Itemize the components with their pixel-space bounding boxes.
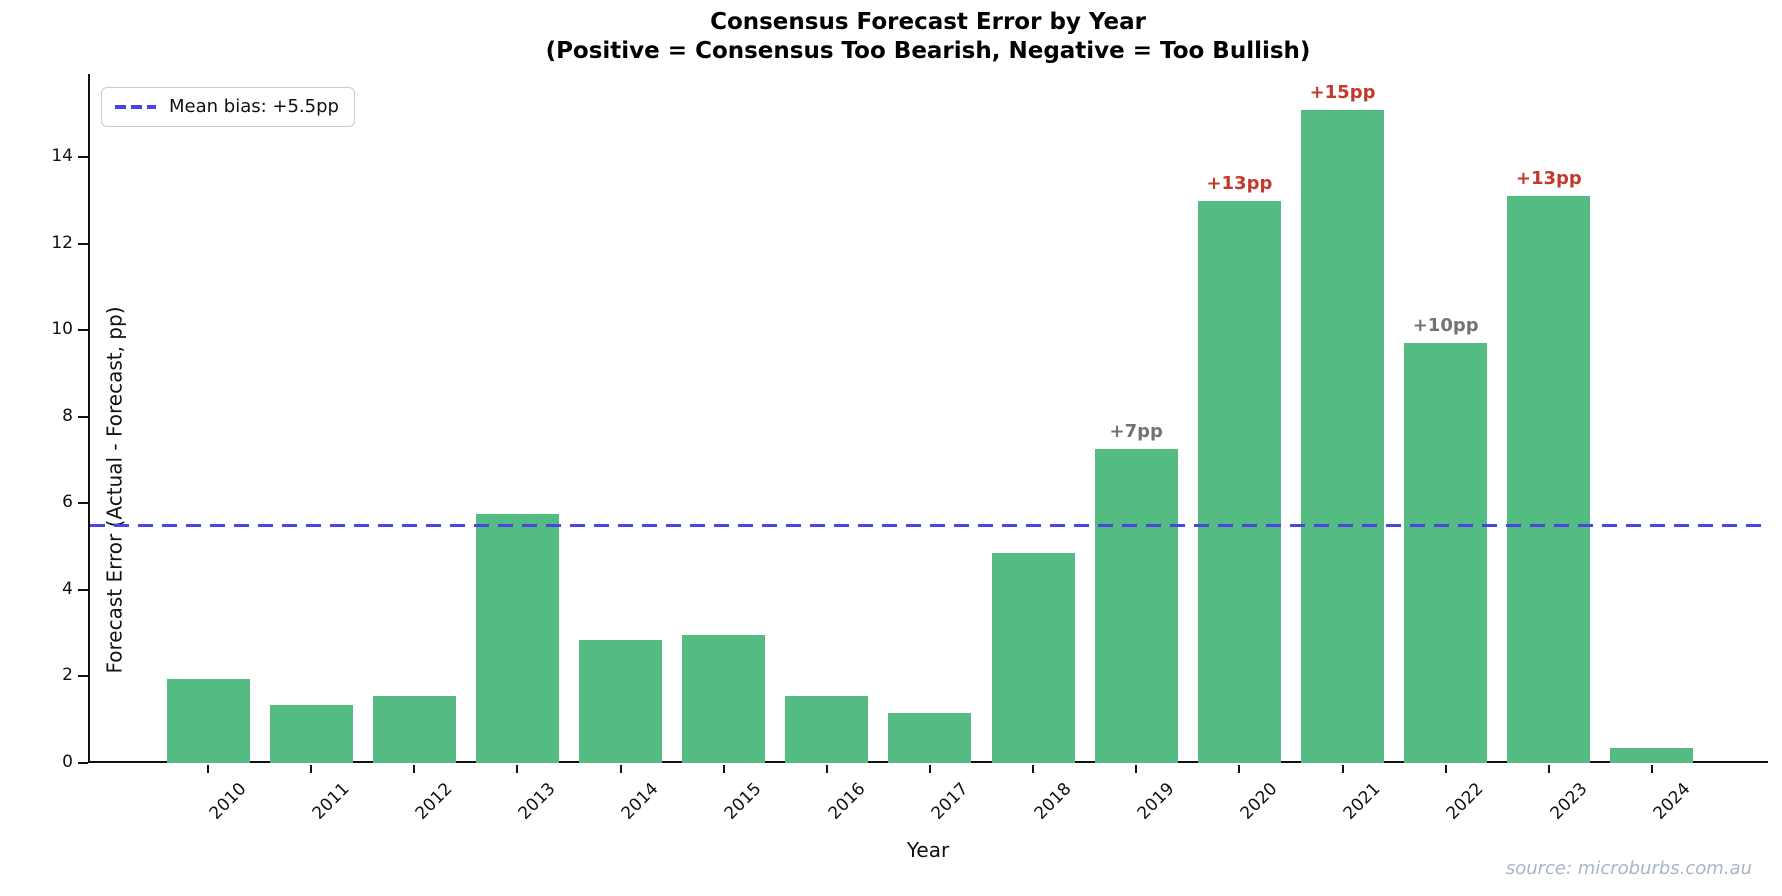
x-tick-label: 2015 (721, 779, 766, 824)
x-tick-label: 2017 (927, 779, 973, 824)
x-tick-label: 2010 (205, 779, 251, 824)
chart-title: Consensus Forecast Error by Year (710, 9, 1146, 35)
bar-value-label: +10pp (1412, 315, 1479, 337)
legend: Mean bias: +5.5pp (101, 87, 355, 127)
x-tick-label: 2024 (1649, 779, 1695, 824)
x-tick-label: 2021 (1339, 779, 1385, 824)
y-tick-label: 6 (62, 492, 73, 513)
bar-value-label: +15pp (1309, 81, 1376, 103)
x-tick-label: 2014 (617, 779, 663, 824)
x-tick-mark (619, 765, 622, 773)
bar-2022 (1404, 343, 1488, 763)
x-tick-mark (1238, 765, 1241, 773)
y-tick-mark (78, 242, 88, 245)
x-tick-mark (825, 765, 828, 773)
bar-2018 (991, 553, 1075, 763)
x-tick-label: 2012 (411, 779, 457, 824)
bar-2024 (1610, 747, 1694, 763)
x-tick-mark (928, 765, 931, 773)
bar-value-label: +7pp (1109, 421, 1163, 443)
bar-2012 (372, 695, 456, 763)
x-tick-mark (207, 765, 209, 773)
x-tick-label: 2020 (1236, 779, 1282, 824)
y-tick-label: 4 (62, 578, 73, 599)
x-tick-label: 2019 (1133, 779, 1179, 824)
bar-2019 (1094, 449, 1178, 763)
x-tick-mark (722, 765, 725, 773)
bar-value-label: +13pp (1206, 172, 1273, 194)
y-tick-label: 12 (51, 232, 73, 253)
y-tick-mark (78, 415, 88, 418)
bar-2010 (166, 678, 250, 763)
bar-value-label: +13pp (1515, 168, 1582, 190)
x-tick-mark (1135, 765, 1138, 773)
x-tick-mark (1341, 765, 1344, 773)
y-tick-mark (78, 675, 88, 678)
y-axis-label: Forecast Error (Actual - Forecast, pp) (102, 306, 127, 674)
mean-bias-line (90, 523, 1768, 527)
x-tick-label: 2023 (1546, 779, 1591, 824)
y-tick-mark (78, 156, 88, 159)
y-tick-mark (78, 762, 88, 764)
bar-2023 (1507, 196, 1591, 763)
bar-2015 (682, 635, 766, 763)
x-tick-mark (1650, 765, 1653, 773)
bar-2017 (888, 713, 972, 763)
bar-2013 (475, 514, 559, 763)
x-tick-mark (310, 765, 313, 773)
legend-label: Mean bias: +5.5pp (169, 96, 339, 117)
source-attribution: source: microburbs.com.au (1505, 858, 1752, 879)
x-tick-label: 2013 (514, 779, 560, 824)
x-tick-label: 2011 (308, 779, 354, 824)
bar-2011 (269, 704, 353, 763)
x-tick-label: 2016 (824, 779, 869, 824)
y-tick-label: 14 (51, 146, 73, 167)
x-tick-mark (413, 765, 416, 773)
y-tick-mark (78, 329, 88, 332)
legend-dashed-line-sample (115, 104, 156, 109)
bar-2020 (1197, 200, 1281, 763)
bar-2014 (579, 639, 663, 763)
bar-2016 (785, 695, 869, 763)
x-tick-mark (1444, 765, 1447, 773)
chart-title-block: Consensus Forecast Error by Year (Positi… (88, 8, 1768, 66)
y-tick-label: 10 (51, 319, 73, 340)
y-tick-label: 2 (62, 665, 73, 686)
x-tick-label: 2022 (1443, 779, 1488, 824)
plot-area: Forecast Error (Actual - Forecast, pp) M… (51, 74, 1768, 824)
x-tick-mark (516, 765, 519, 773)
y-tick-mark (78, 588, 88, 591)
chart-subtitle: (Positive = Consensus Too Bearish, Negat… (545, 38, 1311, 64)
x-tick-mark (1032, 765, 1035, 773)
bar-2021 (1301, 109, 1385, 763)
y-tick-label: 0 (62, 752, 73, 772)
x-axis-label: Year (906, 838, 950, 862)
y-tick-mark (78, 502, 88, 505)
y-tick-label: 8 (62, 405, 73, 426)
x-tick-mark (1547, 765, 1550, 773)
x-tick-label: 2018 (1030, 779, 1076, 824)
